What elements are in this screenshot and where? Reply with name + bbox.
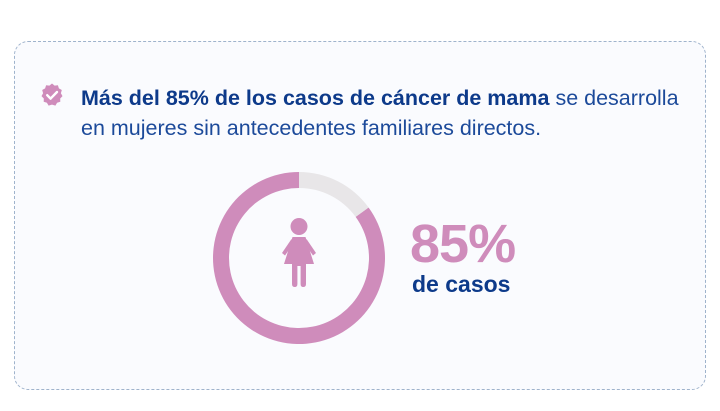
headline: Más del 85% de los casos de cáncer de ma…: [81, 83, 681, 143]
percentage-caption: de casos: [412, 271, 511, 297]
percentage-value: 85%: [410, 214, 516, 274]
donut-chart: [213, 172, 385, 344]
headline-rest: se desarrolla en mujeres sin antecedente…: [81, 86, 679, 140]
donut-slice-resto: [299, 172, 369, 217]
woman-icon: [282, 218, 316, 287]
check-badge-icon: [41, 83, 63, 106]
headline-highlight: Más del 85% de los casos de cáncer de ma…: [81, 86, 550, 110]
